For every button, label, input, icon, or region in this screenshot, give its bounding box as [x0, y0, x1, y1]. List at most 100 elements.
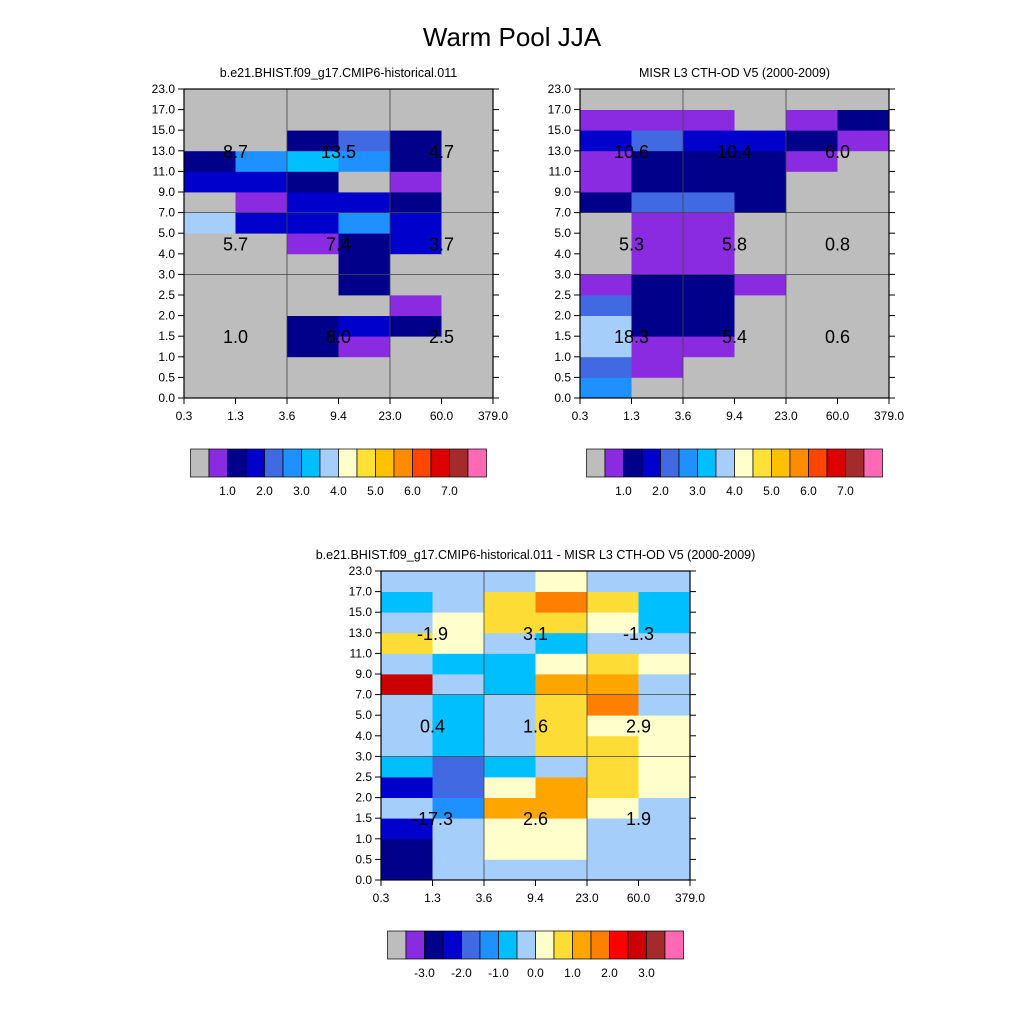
- x-tick-label: 379.0: [675, 891, 705, 905]
- y-tick-label: 2.0: [355, 791, 372, 805]
- heatmap-cell: [638, 777, 691, 798]
- heatmap-cell: [235, 192, 288, 213]
- heatmap-cell: [587, 674, 639, 695]
- heatmap-cell: [580, 192, 632, 213]
- heatmap-cell: [381, 591, 433, 613]
- heatmap-cell: [381, 571, 433, 592]
- heatmap-cell: [683, 171, 735, 193]
- region-value-label: 10.4: [717, 142, 752, 162]
- heatmap-cell: [535, 571, 588, 592]
- colorbar-swatch: [789, 448, 809, 478]
- heatmap-cell: [638, 859, 691, 881]
- heatmap-cell: [390, 192, 442, 213]
- y-tick-label: 13.0: [349, 626, 373, 640]
- heatmap-cell: [535, 797, 588, 819]
- y-tick-label: 9.0: [554, 185, 571, 199]
- x-tick-label: 3.6: [476, 891, 493, 905]
- heatmap-cell: [638, 735, 691, 757]
- heatmap-cell: [390, 89, 442, 110]
- heatmap-cell: [535, 653, 588, 675]
- colorbar-swatch: [467, 448, 487, 478]
- heatmap-cell: [638, 715, 691, 737]
- heatmap-cell: [338, 109, 391, 131]
- heatmap-cell: [734, 89, 787, 110]
- heatmap-cell: [432, 777, 485, 798]
- heatmap-cell: [235, 109, 288, 131]
- colorbar-swatch: [863, 448, 883, 478]
- heatmap-cell: [338, 315, 391, 337]
- y-tick-label: 0.0: [158, 391, 175, 405]
- heatmap-cell: [390, 109, 442, 131]
- heatmap-cell: [837, 274, 890, 296]
- heatmap-cell: [390, 171, 442, 193]
- y-tick-label: 1.5: [158, 329, 175, 343]
- heatmap-cell: [837, 212, 890, 234]
- heatmap-cell: [381, 797, 433, 819]
- heatmap-cell: [587, 838, 639, 860]
- heatmap-cell: [381, 632, 433, 654]
- colorbar-swatch: [660, 448, 680, 478]
- heatmap-cell: [432, 838, 485, 860]
- y-tick-label: 0.5: [355, 852, 372, 866]
- colorbar-swatch: [424, 930, 444, 960]
- heatmap-cell: [786, 130, 838, 152]
- colorbar-tick-label: 6.0: [800, 484, 817, 498]
- heatmap-cell: [441, 233, 494, 255]
- heatmap-cell: [580, 212, 632, 234]
- heatmap-cell: [287, 336, 339, 358]
- colorbar-swatch: [208, 448, 228, 478]
- heatmap-cell: [381, 818, 433, 840]
- region-value-label: 10.6: [614, 142, 649, 162]
- heatmap-cell: [683, 377, 735, 399]
- heatmap-cell: [432, 756, 485, 778]
- colorbar-tick-label: 5.0: [763, 484, 780, 498]
- heatmap-cell: [587, 591, 639, 613]
- colorbar-swatch: [412, 448, 432, 478]
- colorbar-swatch: [442, 930, 462, 960]
- heatmap-cell: [837, 171, 890, 193]
- heatmap-cell: [580, 171, 632, 193]
- x-tick-label: 23.0: [774, 409, 798, 423]
- heatmap-cell: [837, 253, 890, 275]
- heatmap-cell: [683, 212, 735, 234]
- heatmap-cell: [786, 150, 838, 172]
- y-tick-label: 1.5: [554, 329, 571, 343]
- colorbar-tick-label: 7.0: [837, 484, 854, 498]
- heatmap-cell: [580, 295, 632, 316]
- heatmap-cell: [184, 130, 236, 152]
- heatmap-cell: [432, 818, 485, 840]
- heatmap-cell: [734, 315, 787, 337]
- heatmap-cell: [837, 295, 890, 316]
- heatmap-cell: [683, 253, 735, 275]
- heatmap-cell: [287, 315, 339, 337]
- colorbar-swatch: [430, 448, 450, 478]
- x-tick-label: 9.4: [330, 409, 347, 423]
- heatmap-cell: [235, 336, 288, 358]
- panel-observation: MISR L3 CTH-OD V5 (2000-2009) 0.0 0.5 1.0 1.…: [548, 66, 905, 498]
- heatmap-cell: [631, 253, 684, 275]
- figure-title: Warm Pool JJA: [423, 22, 602, 52]
- colorbar-swatch: [319, 448, 339, 478]
- colorbar-tick-label: 4.0: [726, 484, 743, 498]
- heatmap-cell: [786, 336, 838, 358]
- panel-model: b.e21.BHIST.f09_g17.CMIP6-historical.011…: [152, 66, 509, 498]
- heatmap-cell: [184, 89, 236, 110]
- y-tick-label: 0.5: [158, 370, 175, 384]
- colorbar-swatch: [449, 448, 469, 478]
- region-value-label: 8.7: [223, 142, 248, 162]
- heatmap-cell: [734, 150, 787, 172]
- x-tick-label: 60.0: [826, 409, 850, 423]
- heatmap-cell: [580, 356, 632, 378]
- x-tick-label: 0.3: [176, 409, 193, 423]
- heatmap-cell: [484, 818, 536, 840]
- heatmap-cell: [837, 89, 890, 110]
- colorbar-swatch: [808, 448, 828, 478]
- heatmap-cell: [683, 315, 735, 337]
- heatmap-cell: [441, 130, 494, 152]
- heatmap-cell: [338, 274, 391, 296]
- heatmap-cell: [837, 336, 890, 358]
- heatmap-cell: [734, 253, 787, 275]
- heatmap-cell: [786, 253, 838, 275]
- y-tick-label: 3.0: [554, 267, 571, 281]
